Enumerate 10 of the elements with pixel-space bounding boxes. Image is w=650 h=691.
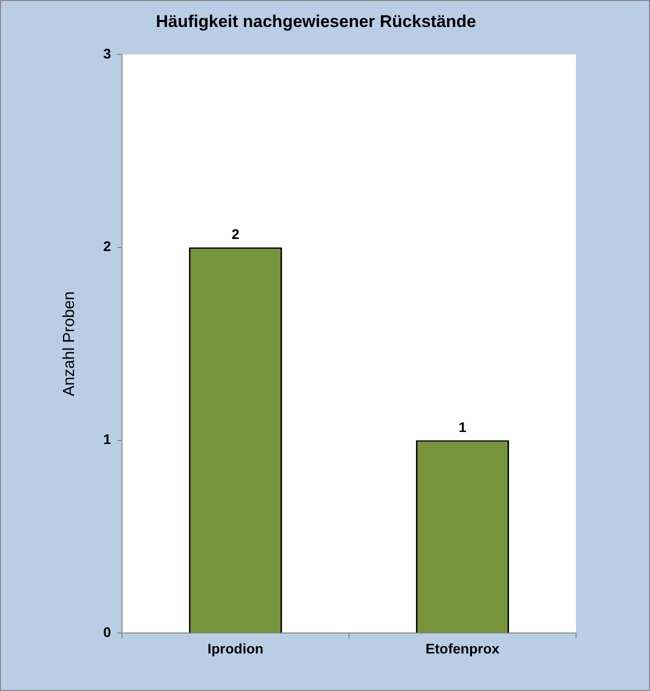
y-tick-label: 2 (103, 238, 112, 254)
x-tick-label: Etofenprox (426, 640, 500, 656)
y-tick-label: 0 (103, 624, 112, 640)
y-axis-title: Anzahl Proben (61, 291, 78, 396)
data-label: 1 (458, 419, 467, 436)
chart-title: Häufigkeit nachgewiesener Rückstände (156, 12, 476, 31)
data-label: 2 (232, 226, 240, 242)
x-tick-label: Iprodion (207, 640, 264, 656)
y-tick-label: 3 (103, 45, 112, 62)
y-tick-label: 1 (103, 431, 112, 448)
